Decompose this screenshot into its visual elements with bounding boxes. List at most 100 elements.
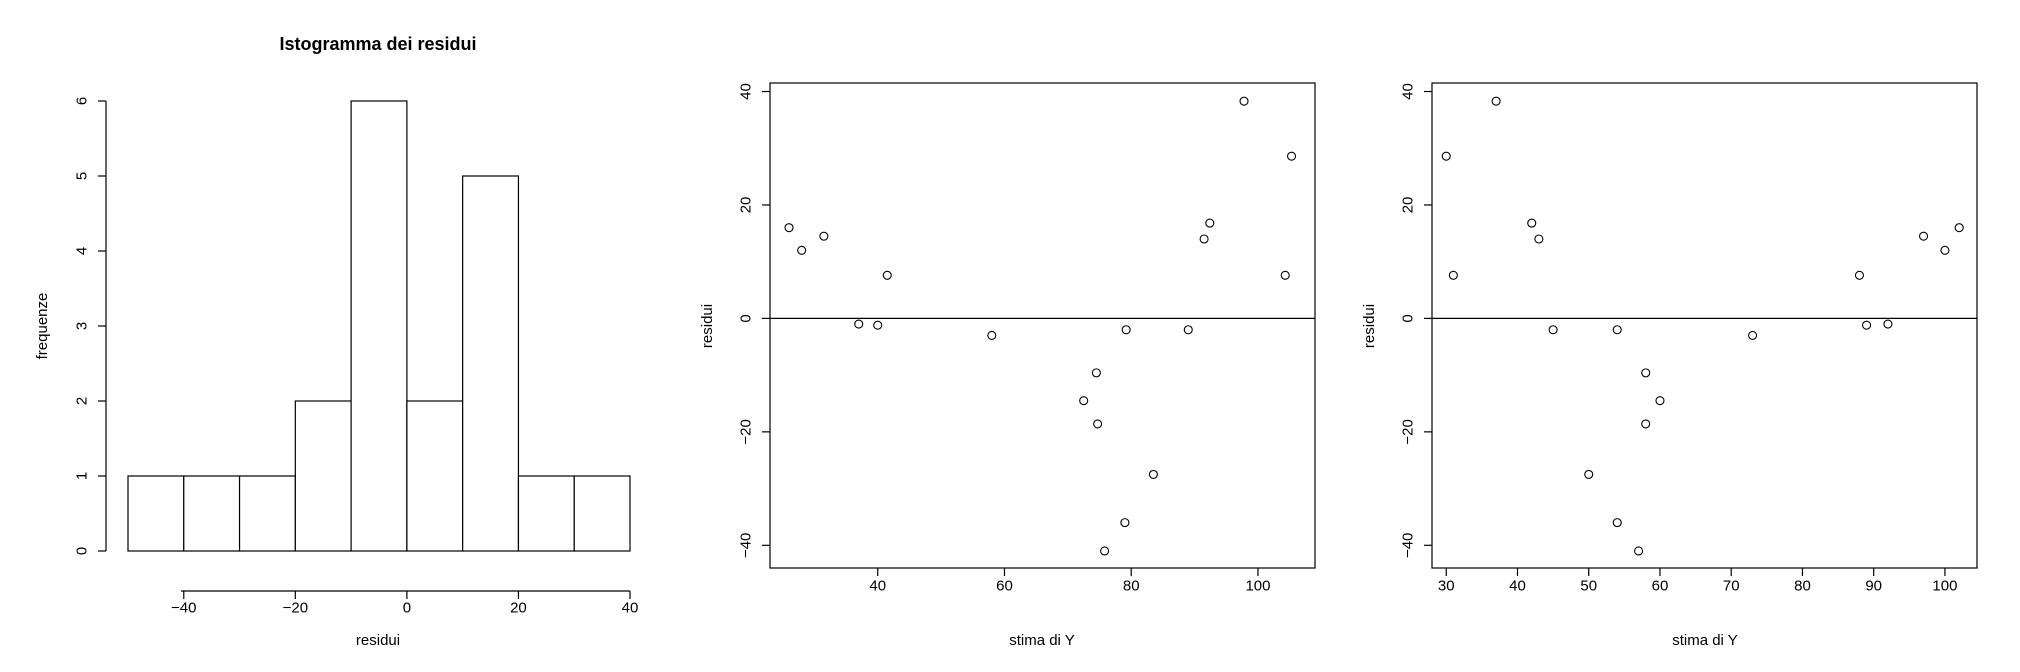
scatter-1-point <box>854 319 864 329</box>
scatter-1-x-tick-label: 80 <box>1123 577 1140 594</box>
scatter-2-points <box>1441 96 1964 556</box>
scatter-1-x-ticks: 40 60 80 100 <box>869 568 1270 594</box>
scatter-1-point <box>1091 368 1101 378</box>
scatter-2-point <box>1534 234 1544 244</box>
scatter-2-x-tick-label: 80 <box>1794 577 1811 594</box>
scatter-2-plot-frame <box>1431 82 1978 569</box>
scatter-2-y-tick-label: −20 <box>1400 419 1417 444</box>
scatter-1-point <box>1120 518 1130 528</box>
scatter-1-point <box>873 320 883 330</box>
scatter-2-y-tick-label: 20 <box>1400 197 1417 214</box>
scatter-1-y-tick-label: 40 <box>738 83 755 100</box>
histogram-y-tick-label: 2 <box>74 397 91 405</box>
scatter-2-point <box>1940 245 1950 255</box>
histogram-y-tick-label: 3 <box>74 322 91 330</box>
histogram-bar <box>517 475 575 552</box>
scatter-2-x-tick-label: 60 <box>1652 577 1669 594</box>
histogram-x-tick-label: 20 <box>510 599 527 616</box>
scatter-2-y-tick-label: 40 <box>1400 83 1417 100</box>
scatter-1-point <box>1148 469 1158 479</box>
scatter-1-y-tick-label: 20 <box>738 197 755 214</box>
scatter-2-point <box>1634 546 1644 556</box>
histogram-y-tick-label: 6 <box>74 97 91 105</box>
scatter-1-point <box>1287 151 1297 161</box>
scatter-2-point <box>1548 325 1558 335</box>
scatter-1-point <box>1183 325 1193 335</box>
scatter-2-x-axis-label: stima di Y <box>1672 632 1738 649</box>
scatter-1-y-tick-label: 0 <box>738 314 755 322</box>
scatter-2-point <box>1612 325 1622 335</box>
scatter-1-point <box>819 231 829 241</box>
scatter-panel-2: 30 40 50 60 70 80 90 100 −40 −20 0 20 40 stima di Y… <box>1361 82 1978 649</box>
scatter-2-x-tick-label: 40 <box>1509 577 1526 594</box>
histogram-x-axis-label: residui <box>356 632 400 649</box>
scatter-2-point <box>1491 96 1501 106</box>
scatter-2-point <box>1641 419 1651 429</box>
scatter-2-x-tick-label: 100 <box>1932 577 1957 594</box>
scatter-2-y-tick-label: 0 <box>1400 314 1417 322</box>
scatter-1-x-tick-label: 100 <box>1245 577 1270 594</box>
scatter-1-point <box>882 270 892 280</box>
scatter-2-point <box>1448 270 1458 280</box>
histogram-y-tick-label: 1 <box>74 472 91 480</box>
scatter-1-point <box>1239 96 1249 106</box>
scatter-2-y-tick-label: −40 <box>1400 533 1417 558</box>
scatter-1-point <box>1093 419 1103 429</box>
scatter-2-x-tick-label: 70 <box>1723 577 1740 594</box>
histogram-x-tick-label: 40 <box>622 599 639 616</box>
scatter-1-point <box>784 223 794 233</box>
histogram-y-axis-label: frequenze <box>34 293 51 360</box>
scatter-2-point <box>1612 518 1622 528</box>
histogram-panel: Istogramma dei residui −40 −20 0 20 40 0 1 2 3 4… <box>34 34 638 649</box>
scatter-1-point <box>1100 546 1110 556</box>
histogram-bar <box>183 475 241 552</box>
histogram-bar <box>127 475 185 552</box>
histogram-bars <box>127 100 631 552</box>
scatter-2-point <box>1527 218 1537 228</box>
scatter-2-x-tick-label: 90 <box>1865 577 1882 594</box>
scatter-1-y-ticks: −40 −20 0 20 40 <box>738 83 770 558</box>
scatter-2-point <box>1954 223 1964 233</box>
scatter-2-point <box>1441 151 1451 161</box>
scatter-1-y-tick-label: −20 <box>738 419 755 444</box>
scatter-1-x-axis-label: stima di Y <box>1009 632 1075 649</box>
scatter-1-point <box>1199 234 1209 244</box>
scatter-2-x-tick-label: 30 <box>1438 577 1455 594</box>
scatter-1-plot-frame <box>769 82 1316 569</box>
scatter-1-x-tick-label: 40 <box>869 577 886 594</box>
scatter-2-x-ticks: 30 40 50 60 70 80 90 100 <box>1438 568 1957 594</box>
scatter-2-y-ticks: −40 −20 0 20 40 <box>1400 83 1432 558</box>
scatter-1-point <box>1121 325 1131 335</box>
histogram-bar <box>350 100 408 552</box>
scatter-2-y-axis-label: residui <box>1361 304 1378 348</box>
scatter-1-point <box>1079 396 1089 406</box>
scatter-1-point <box>1205 218 1215 228</box>
histogram-title: Istogramma dei residui <box>279 34 476 54</box>
histogram-y-ticks: 0 1 2 3 4 5 6 <box>74 97 106 555</box>
scatter-panel-1: 40 60 80 100 −40 −20 0 20 40 stima di Y residui <box>699 82 1316 649</box>
scatter-2-point <box>1584 469 1594 479</box>
histogram-bar <box>406 400 464 552</box>
scatter-1-y-axis-label: residui <box>699 304 716 348</box>
scatter-1-y-tick-label: −40 <box>738 533 755 558</box>
histogram-bar <box>462 175 520 552</box>
histogram-x-ticks: −40 −20 0 20 40 <box>171 591 638 616</box>
scatter-1-x-tick-label: 60 <box>996 577 1013 594</box>
histogram-bar <box>573 475 631 552</box>
scatter-1-points <box>784 96 1297 556</box>
scatter-2-point <box>1641 368 1651 378</box>
histogram-x-tick-label: −20 <box>283 599 308 616</box>
histogram-y-tick-label: 5 <box>74 172 91 180</box>
histogram-bar <box>238 475 296 552</box>
scatter-1-point <box>797 245 807 255</box>
scatter-2-point <box>1655 396 1665 406</box>
histogram-y-tick-label: 4 <box>74 247 91 255</box>
scatter-2-point <box>1883 319 1893 329</box>
scatter-1-point <box>1280 270 1290 280</box>
histogram-bar <box>294 400 352 552</box>
histogram-x-tick-label: −40 <box>171 599 196 616</box>
histogram-y-tick-label: 0 <box>74 547 91 555</box>
scatter-2-point <box>1862 320 1872 330</box>
scatter-1-point <box>987 330 997 340</box>
